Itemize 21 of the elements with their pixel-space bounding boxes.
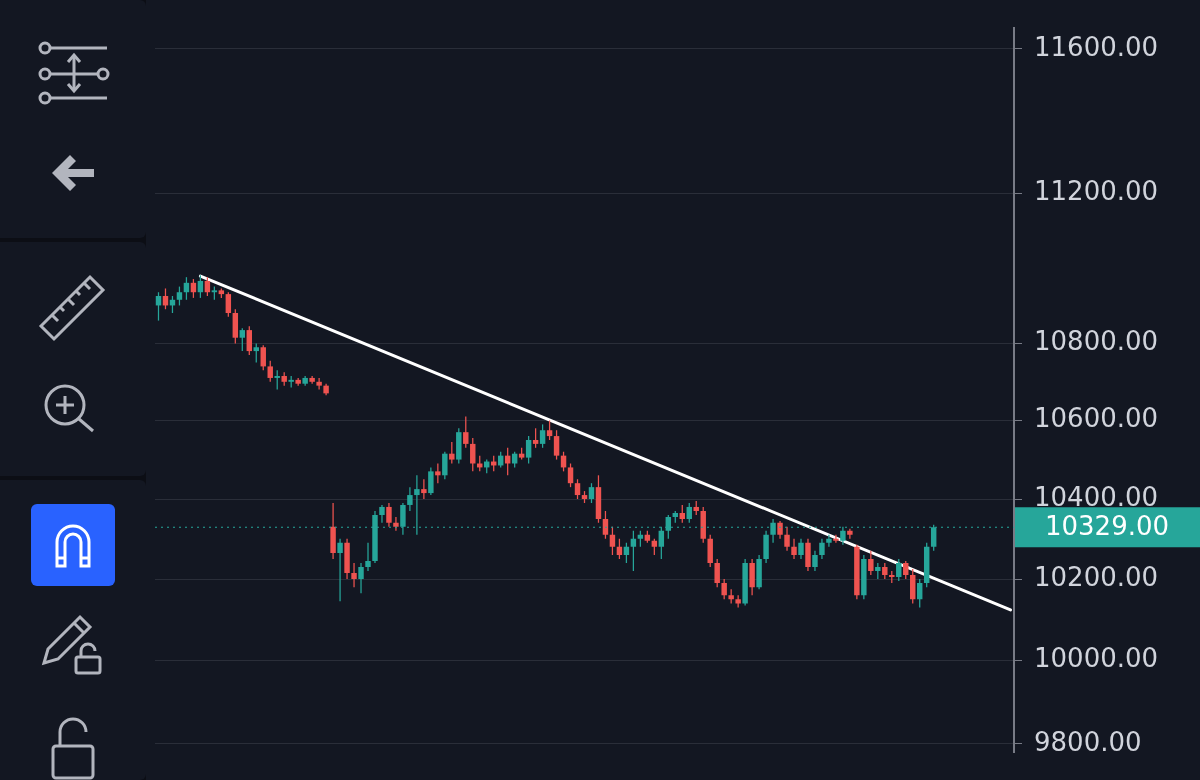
candlestick	[826, 534, 832, 547]
ref-line-label: 10329.00	[1044, 511, 1170, 542]
y-tick-label: 10600.00	[1034, 403, 1159, 434]
y-tick-label: 10000.00	[1034, 643, 1159, 674]
candlestick	[393, 516, 399, 531]
candlestick	[407, 487, 413, 511]
candlestick	[421, 479, 427, 500]
y-tick-label: 9800.00	[1034, 726, 1142, 757]
candlestick	[791, 538, 797, 559]
y-tick-label: 10400.00	[1034, 481, 1159, 512]
candlestick	[365, 542, 371, 571]
y-tick-label: 11200.00	[1034, 176, 1159, 207]
candlestick	[337, 538, 343, 602]
y-tick-label: 10800.00	[1034, 326, 1159, 357]
y-tick-label: 10200.00	[1034, 561, 1159, 592]
candlestick	[358, 562, 364, 594]
candlestick	[833, 534, 839, 543]
candlestick	[847, 528, 853, 539]
y-tick-label: 11600.00	[1034, 31, 1159, 62]
candlestick	[316, 377, 322, 390]
candlestick	[351, 562, 357, 588]
